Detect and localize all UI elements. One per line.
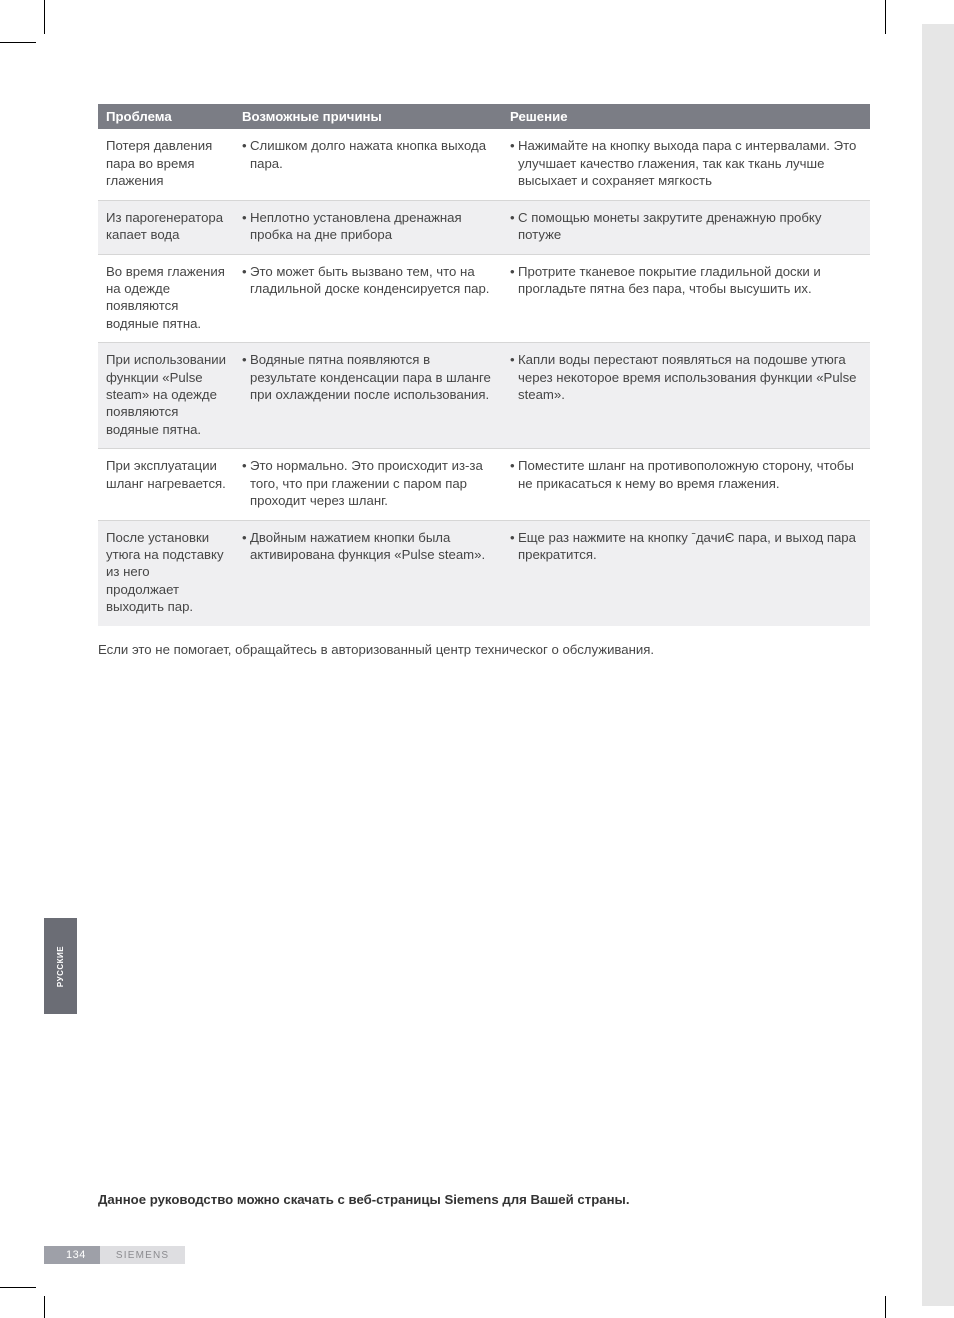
- bullet-icon: •: [510, 137, 518, 189]
- bullet-icon: •: [510, 457, 518, 492]
- th-problem: Проблема: [98, 104, 234, 129]
- crop-mark: [44, 1296, 45, 1318]
- bullet-icon: •: [242, 263, 250, 298]
- bullet-icon: •: [242, 457, 250, 509]
- table-row: При эксплуатации шланг нагревается.•Это …: [98, 449, 870, 520]
- table-row: При использовании функции «Pulse steam» …: [98, 343, 870, 449]
- cell-solution: •Капли воды перестают появляться на подо…: [502, 343, 870, 449]
- th-solution: Решение: [502, 104, 870, 129]
- table-row: После установки утюга на подставку из не…: [98, 520, 870, 626]
- note-below-table: Если это не помогает, обращайтесь в авто…: [98, 642, 870, 657]
- language-tab: РУССКИЕ: [44, 918, 77, 1014]
- cell-problem: Во время глажения на одежде появляются в…: [98, 254, 234, 343]
- cell-solution: •Нажимайте на кнопку выхода пара с интер…: [502, 129, 870, 200]
- cell-solution: •С помощью монеты закрутите дренажную пр…: [502, 200, 870, 254]
- cell-problem: Из парогенератора капает вода: [98, 200, 234, 254]
- crop-mark: [44, 0, 45, 34]
- cell-cause: •Водяные пятна появляются в результате к…: [234, 343, 502, 449]
- cell-solution-text: Капли воды перестают появляться на подош…: [518, 351, 862, 403]
- language-tab-label: РУССКИЕ: [56, 945, 65, 986]
- crop-mark: [885, 0, 886, 34]
- cell-cause-text: Слишком долго нажата кнопка выхода пара.: [250, 137, 494, 172]
- bullet-icon: •: [242, 137, 250, 172]
- main-content: Проблема Возможные причины Решение Потер…: [98, 104, 870, 657]
- cell-problem: После установки утюга на подставку из не…: [98, 520, 234, 626]
- cell-cause-text: Двойным нажатием кнопки была активирован…: [250, 529, 494, 564]
- bullet-icon: •: [242, 209, 250, 244]
- table-row: Из парогенератора капает вода•Неплотно у…: [98, 200, 870, 254]
- cell-cause-text: Водяные пятна появляются в результате ко…: [250, 351, 494, 403]
- crop-mark: [885, 1296, 886, 1318]
- cell-cause-text: Это нормально. Это происходит из-за того…: [250, 457, 494, 509]
- cell-solution: •Поместите шланг на противоположную стор…: [502, 449, 870, 520]
- table-row: Во время глажения на одежде появляются в…: [98, 254, 870, 343]
- cell-solution: •Протрите тканевое покрытие гладильной д…: [502, 254, 870, 343]
- right-gray-strip: [922, 24, 954, 1306]
- download-note: Данное руководство можно скачать с веб-с…: [98, 1192, 870, 1207]
- crop-mark: [0, 42, 36, 43]
- table-row: Потеря давления пара во время глажения•С…: [98, 129, 870, 200]
- cell-solution-text: С помощью монеты закрутите дренажную про…: [518, 209, 862, 244]
- bullet-icon: •: [242, 351, 250, 403]
- page-number: 134: [44, 1246, 100, 1264]
- cell-solution: •Еще раз нажмите на кнопку ˉдачиЄ пара, …: [502, 520, 870, 626]
- cell-solution-text: Еще раз нажмите на кнопку ˉдачиЄ пара, и…: [518, 529, 862, 564]
- cell-cause: •Двойным нажатием кнопки была активирова…: [234, 520, 502, 626]
- brand-label: SIEMENS: [100, 1246, 185, 1264]
- cell-cause-text: Неплотно установлена дренажная пробка на…: [250, 209, 494, 244]
- bullet-icon: •: [510, 529, 518, 564]
- cell-cause-text: Это может быть вызвано тем, что на глади…: [250, 263, 494, 298]
- cell-problem: При использовании функции «Pulse steam» …: [98, 343, 234, 449]
- footer-bar: 134 SIEMENS: [44, 1246, 185, 1264]
- cell-problem: При эксплуатации шланг нагревается.: [98, 449, 234, 520]
- cell-cause: •Это может быть вызвано тем, что на глад…: [234, 254, 502, 343]
- cell-solution-text: Поместите шланг на противоположную сторо…: [518, 457, 862, 492]
- bullet-icon: •: [510, 351, 518, 403]
- bullet-icon: •: [510, 263, 518, 298]
- cell-solution-text: Протрите тканевое покрытие гладильной до…: [518, 263, 862, 298]
- troubleshooting-table: Проблема Возможные причины Решение Потер…: [98, 104, 870, 626]
- th-cause: Возможные причины: [234, 104, 502, 129]
- cell-problem: Потеря давления пара во время глажения: [98, 129, 234, 200]
- cell-cause: •Слишком долго нажата кнопка выхода пара…: [234, 129, 502, 200]
- crop-mark: [0, 1287, 36, 1288]
- cell-solution-text: Нажимайте на кнопку выхода пара с интерв…: [518, 137, 862, 189]
- cell-cause: •Это нормально. Это происходит из-за тог…: [234, 449, 502, 520]
- bullet-icon: •: [510, 209, 518, 244]
- cell-cause: •Неплотно установлена дренажная пробка н…: [234, 200, 502, 254]
- bullet-icon: •: [242, 529, 250, 564]
